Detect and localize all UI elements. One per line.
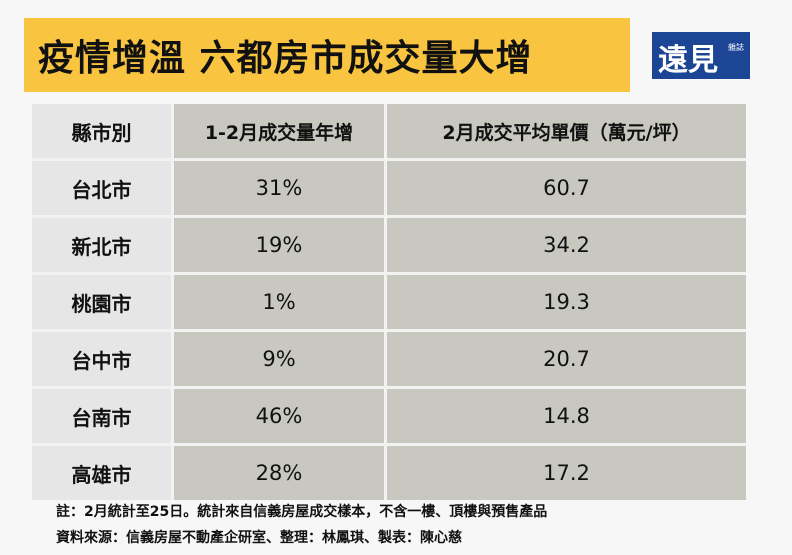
volume-growth-cell: 9% <box>172 330 387 389</box>
table-row: 台北市 31% 60.7 <box>32 159 746 218</box>
avg-price-cell: 17.2 <box>385 444 746 500</box>
data-table: 縣市別 1-2月成交量年增 2月成交平均單價（萬元/坪） 台北市 31% 60.7 新北市… <box>32 104 746 500</box>
table-row: 台中市 9% 20.7 <box>32 330 746 389</box>
table-header: 縣市別 1-2月成交量年增 2月成交平均單價（萬元/坪） <box>32 104 746 161</box>
logo: 遠見 雜誌 <box>652 32 750 79</box>
volume-growth-cell: 1% <box>172 273 387 332</box>
column-header: 2月成交平均單價（萬元/坪） <box>385 104 746 161</box>
volume-growth-cell: 28% <box>172 444 387 500</box>
city-cell: 台中市 <box>32 330 174 389</box>
city-cell: 台北市 <box>32 159 174 218</box>
title-banner: 疫情增溫 六都房市成交量大增 <box>24 18 630 92</box>
table-body: 台北市 31% 60.7 新北市 19% 34.2 桃園市 1% 19.3 台中市 9% 20.7 台南… <box>32 159 746 500</box>
volume-growth-cell: 19% <box>172 216 387 275</box>
city-cell: 新北市 <box>32 216 174 275</box>
column-header: 1-2月成交量年增 <box>172 104 387 161</box>
table-row: 台南市 46% 14.8 <box>32 387 746 446</box>
table-row: 新北市 19% 34.2 <box>32 216 746 275</box>
column-header: 縣市別 <box>32 104 174 161</box>
city-cell: 台南市 <box>32 387 174 446</box>
logo-sub: 雜誌 <box>728 43 744 52</box>
avg-price-cell: 19.3 <box>385 273 746 332</box>
table-row: 桃園市 1% 19.3 <box>32 273 746 332</box>
city-cell: 高雄市 <box>32 444 174 500</box>
avg-price-cell: 20.7 <box>385 330 746 389</box>
source-note: 資料來源：信義房屋不動產企研室、整理：林鳳琪、製表：陳心慈 <box>56 530 462 546</box>
volume-growth-cell: 46% <box>172 387 387 446</box>
footnote: 註：2月統計至25日。統計來自信義房屋成交樣本，不含一樓、頂樓與預售產品 <box>56 504 548 520</box>
page-title: 疫情增溫 六都房市成交量大增 <box>38 38 533 79</box>
avg-price-cell: 60.7 <box>385 159 746 218</box>
table-row: 高雄市 28% 17.2 <box>32 444 746 500</box>
logo-main: 遠見 <box>658 43 718 78</box>
avg-price-cell: 14.8 <box>385 387 746 446</box>
volume-growth-cell: 31% <box>172 159 387 218</box>
avg-price-cell: 34.2 <box>385 216 746 275</box>
city-cell: 桃園市 <box>32 273 174 332</box>
